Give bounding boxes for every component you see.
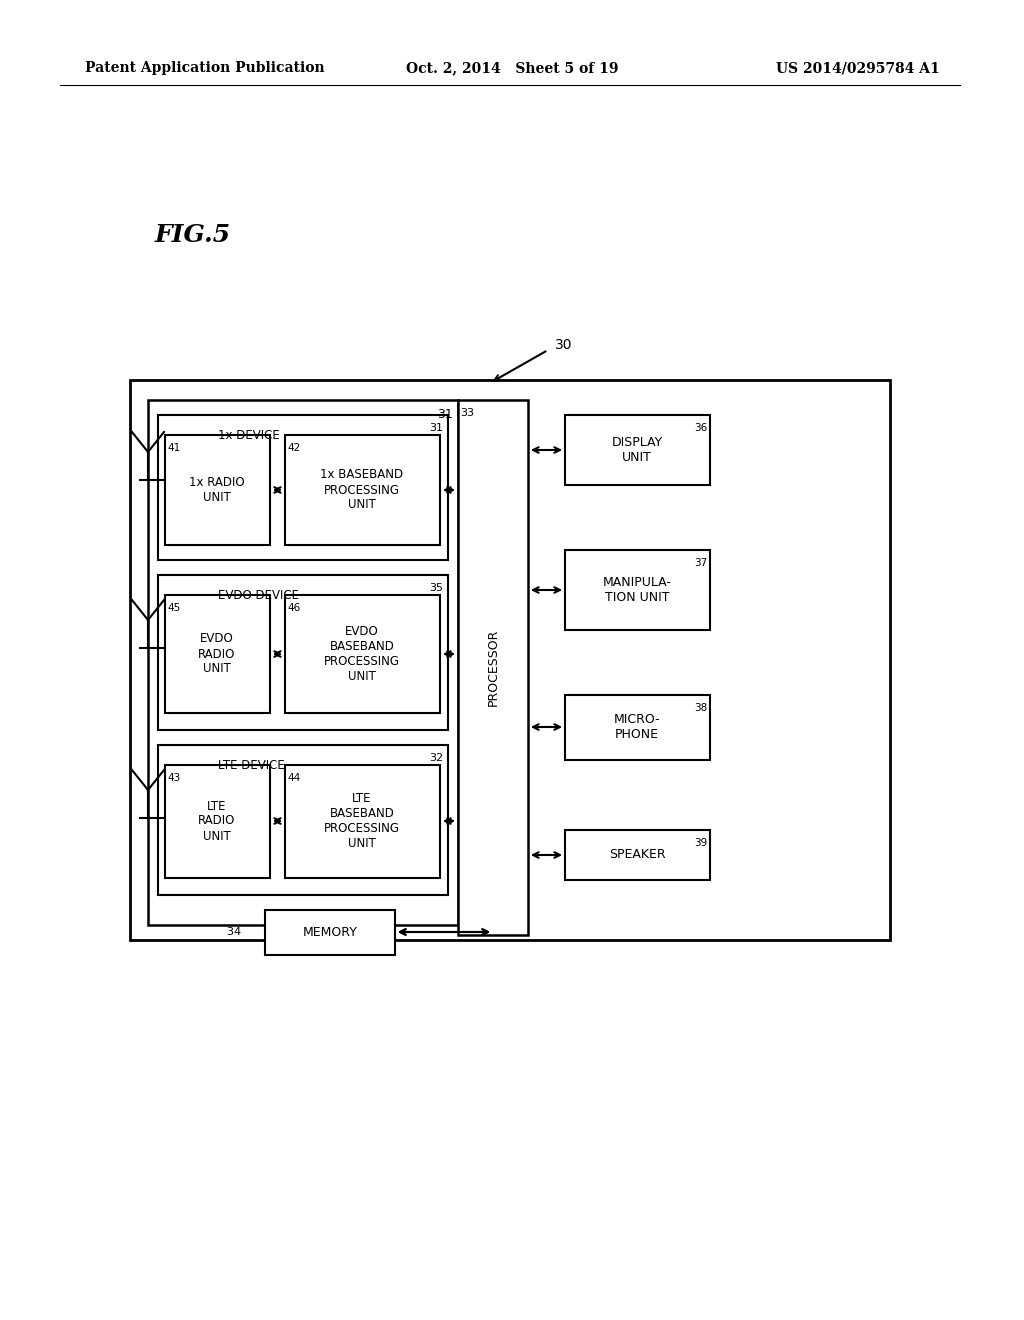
FancyBboxPatch shape xyxy=(458,400,528,935)
Text: SPEAKER: SPEAKER xyxy=(608,849,666,862)
FancyBboxPatch shape xyxy=(285,436,440,545)
Text: US 2014/0295784 A1: US 2014/0295784 A1 xyxy=(776,61,940,75)
Text: 31: 31 xyxy=(437,408,453,421)
Text: 45: 45 xyxy=(167,603,180,612)
Text: FIG.5: FIG.5 xyxy=(155,223,231,247)
Text: 38: 38 xyxy=(693,704,707,713)
Text: LTE
BASEBAND
PROCESSING
UNIT: LTE BASEBAND PROCESSING UNIT xyxy=(324,792,400,850)
FancyBboxPatch shape xyxy=(158,414,449,560)
FancyBboxPatch shape xyxy=(265,909,395,954)
Text: 31: 31 xyxy=(429,422,443,433)
Text: EVDO
BASEBAND
PROCESSING
UNIT: EVDO BASEBAND PROCESSING UNIT xyxy=(324,624,400,682)
Text: 46: 46 xyxy=(287,603,300,612)
Text: 37: 37 xyxy=(693,558,707,568)
FancyBboxPatch shape xyxy=(565,696,710,760)
FancyBboxPatch shape xyxy=(130,380,890,940)
Text: LTE
RADIO
UNIT: LTE RADIO UNIT xyxy=(199,800,236,842)
Text: 1x DEVICE: 1x DEVICE xyxy=(218,429,280,442)
Text: 1x BASEBAND
PROCESSING
UNIT: 1x BASEBAND PROCESSING UNIT xyxy=(321,469,403,511)
Text: 41: 41 xyxy=(167,444,180,453)
FancyBboxPatch shape xyxy=(165,436,270,545)
FancyBboxPatch shape xyxy=(165,595,270,713)
Text: MICRO-
PHONE: MICRO- PHONE xyxy=(613,713,660,741)
FancyBboxPatch shape xyxy=(565,830,710,880)
Text: 1x RADIO
UNIT: 1x RADIO UNIT xyxy=(189,477,245,504)
Text: 32: 32 xyxy=(429,752,443,763)
Text: Oct. 2, 2014   Sheet 5 of 19: Oct. 2, 2014 Sheet 5 of 19 xyxy=(406,61,618,75)
Text: 30: 30 xyxy=(555,338,572,352)
Text: MEMORY: MEMORY xyxy=(302,925,357,939)
Text: 35: 35 xyxy=(429,583,443,593)
FancyBboxPatch shape xyxy=(565,414,710,484)
Text: EVDO DEVICE: EVDO DEVICE xyxy=(218,589,299,602)
FancyBboxPatch shape xyxy=(158,576,449,730)
Text: 44: 44 xyxy=(287,774,300,783)
Text: DISPLAY
UNIT: DISPLAY UNIT xyxy=(611,436,663,465)
Text: 33: 33 xyxy=(460,408,474,418)
Text: 43: 43 xyxy=(167,774,180,783)
Text: 42: 42 xyxy=(287,444,300,453)
Text: 39: 39 xyxy=(693,838,707,847)
Text: PROCESSOR: PROCESSOR xyxy=(486,628,500,706)
FancyBboxPatch shape xyxy=(285,595,440,713)
Text: MANIPULA-
TION UNIT: MANIPULA- TION UNIT xyxy=(602,576,672,605)
FancyBboxPatch shape xyxy=(565,550,710,630)
Text: 36: 36 xyxy=(693,422,707,433)
Text: Patent Application Publication: Patent Application Publication xyxy=(85,61,325,75)
Text: LTE DEVICE: LTE DEVICE xyxy=(218,759,285,772)
FancyBboxPatch shape xyxy=(165,766,270,878)
FancyBboxPatch shape xyxy=(285,766,440,878)
Text: EVDO
RADIO
UNIT: EVDO RADIO UNIT xyxy=(199,632,236,676)
FancyBboxPatch shape xyxy=(158,744,449,895)
Text: 34: 34 xyxy=(227,927,245,937)
FancyBboxPatch shape xyxy=(148,400,458,925)
